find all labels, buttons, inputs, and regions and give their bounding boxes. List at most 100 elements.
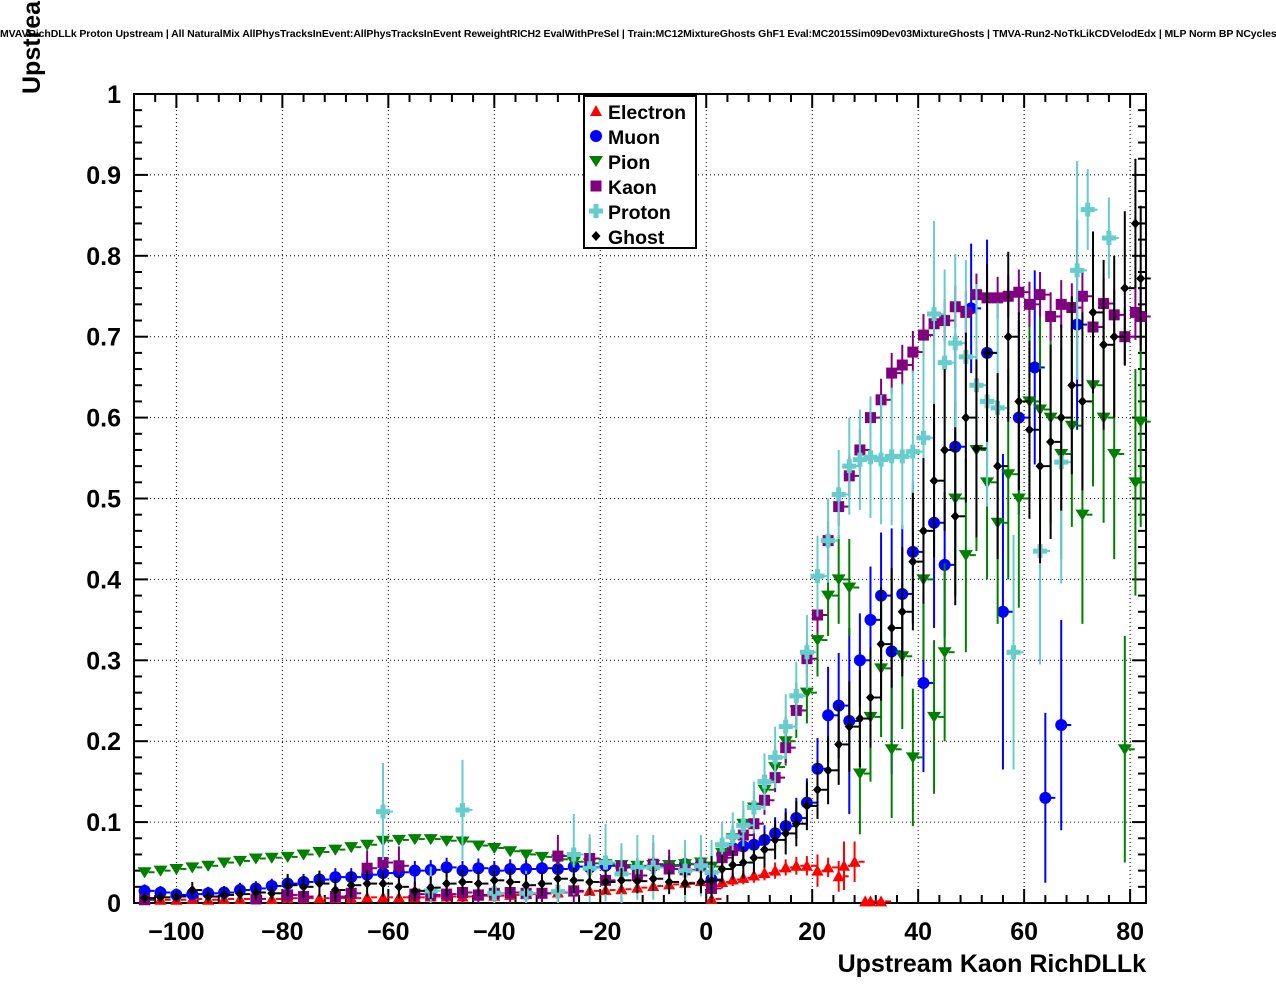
data-point-marker xyxy=(863,450,878,465)
data-point-marker xyxy=(137,867,152,879)
data-point-marker xyxy=(865,692,875,703)
legend: Electron Muon Pion Kaon Proton Ghost xyxy=(583,95,697,249)
plot-title: MVAVRichDLLk Proton Upstream | All Natur… xyxy=(0,28,1276,40)
data-point-marker xyxy=(937,355,952,370)
data-point-marker xyxy=(1107,449,1122,461)
data-point-marker xyxy=(1117,744,1132,756)
data-point-marker xyxy=(1045,310,1057,322)
data-point-marker xyxy=(884,449,899,464)
data-point-marker xyxy=(758,867,771,879)
data-point-marker xyxy=(1034,289,1046,301)
data-point-marker xyxy=(961,412,971,423)
data-point-marker xyxy=(736,818,751,833)
data-point-marker xyxy=(566,847,581,862)
data-point-marker xyxy=(1014,396,1024,407)
x-tick-label: 40 xyxy=(904,918,932,946)
data-point-marker xyxy=(377,891,390,903)
data-point-marker xyxy=(361,891,374,903)
data-point-marker xyxy=(810,569,825,584)
data-point-marker xyxy=(958,550,973,562)
data-point-marker xyxy=(680,878,690,889)
data-point-marker xyxy=(1075,509,1090,521)
data-point-marker xyxy=(844,721,854,732)
data-point-marker xyxy=(520,863,533,876)
data-point-marker xyxy=(664,876,674,887)
data-point-marker xyxy=(760,844,770,855)
x-tick-label: −40 xyxy=(473,918,515,946)
data-point-marker xyxy=(378,878,388,889)
data-point-marker xyxy=(140,893,150,904)
data-point-marker xyxy=(738,857,748,868)
data-point-marker xyxy=(993,461,1003,472)
data-point-marker xyxy=(361,862,373,874)
data-point-marker xyxy=(874,452,889,467)
data-point-marker xyxy=(1088,307,1098,318)
data-point-marker xyxy=(362,878,372,889)
axis-ticks xyxy=(133,93,1146,904)
data-point-marker xyxy=(471,840,486,852)
legend-label-muon: Muon xyxy=(608,127,660,149)
data-point-marker xyxy=(927,307,942,322)
data-point-marker xyxy=(822,709,835,722)
data-point-marker xyxy=(1056,412,1066,423)
data-point-marker xyxy=(768,750,783,765)
data-point-marker xyxy=(330,885,340,896)
data-point-marker xyxy=(852,768,867,780)
data-point-marker xyxy=(155,892,165,903)
legend-box xyxy=(583,95,697,249)
data-point-marker xyxy=(590,180,602,192)
data-point-marker xyxy=(394,881,404,892)
data-point-marker xyxy=(251,887,261,898)
data-point-marker xyxy=(996,605,1009,618)
data-point-marker xyxy=(312,847,327,859)
x-tick-label: −60 xyxy=(367,918,409,946)
data-point-marker xyxy=(393,860,405,872)
data-point-marker xyxy=(503,846,518,858)
data-point-marker xyxy=(187,885,197,896)
data-point-marker xyxy=(1028,361,1041,374)
data-point-marker xyxy=(853,654,866,667)
data-point-marker xyxy=(757,774,772,789)
data-point-marker xyxy=(875,895,888,907)
data-point-marker xyxy=(344,842,359,854)
data-point-marker xyxy=(1136,273,1146,284)
data-point-marker xyxy=(138,884,151,897)
data-point-marker xyxy=(1067,380,1077,391)
data-point-marker xyxy=(1077,396,1087,407)
data-point-marker xyxy=(791,818,801,829)
data-point-marker xyxy=(589,156,603,167)
data-point-marker xyxy=(821,590,836,602)
data-point-marker xyxy=(1006,645,1021,660)
data-point-marker xyxy=(799,645,814,660)
data-point-marker xyxy=(905,752,920,764)
data-point-marker xyxy=(235,889,245,900)
data-point-marker xyxy=(908,556,918,567)
data-point-marker xyxy=(329,871,342,884)
data-point-marker xyxy=(848,855,861,867)
data-point-marker xyxy=(203,891,213,902)
data-point-marker xyxy=(590,130,602,142)
data-point-marker xyxy=(1039,791,1052,804)
data-point-marker xyxy=(360,839,375,851)
data-point-marker xyxy=(821,533,836,548)
data-point-marker xyxy=(948,336,963,351)
data-point-marker xyxy=(505,876,515,887)
data-point-marker xyxy=(918,525,928,536)
data-point-marker xyxy=(169,864,184,876)
data-point-marker xyxy=(802,800,812,811)
data-point-marker xyxy=(521,880,531,891)
data-point-marker xyxy=(812,784,822,795)
data-point-marker xyxy=(1133,416,1148,428)
data-point-marker xyxy=(248,853,263,865)
y-tick-label: 0.1 xyxy=(86,809,121,837)
data-point-marker xyxy=(442,878,452,889)
data-point-marker xyxy=(746,800,761,815)
data-point-marker xyxy=(201,860,216,872)
data-point-marker xyxy=(590,105,602,116)
y-tick-label: 0.3 xyxy=(86,647,121,675)
data-point-marker xyxy=(917,329,929,341)
legend-label-electron: Electron xyxy=(608,102,686,124)
data-point-marker xyxy=(940,444,950,455)
data-point-marker xyxy=(616,875,626,886)
